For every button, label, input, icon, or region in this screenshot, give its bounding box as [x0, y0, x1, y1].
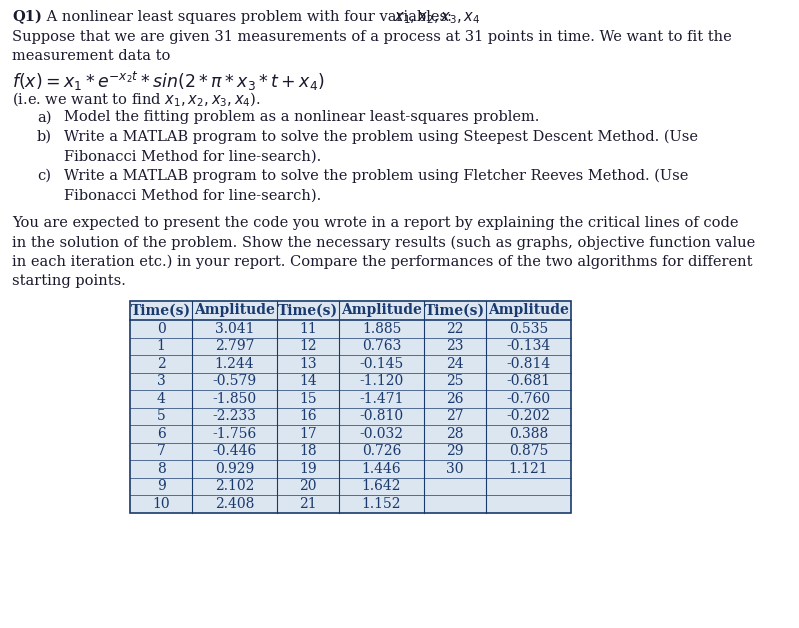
Text: 1.152: 1.152	[362, 497, 401, 511]
Text: 0.726: 0.726	[362, 444, 401, 458]
Text: 21: 21	[299, 497, 317, 511]
Text: Amplitude: Amplitude	[488, 303, 569, 317]
Text: -1.756: -1.756	[213, 427, 256, 441]
Text: -0.760: -0.760	[507, 392, 551, 406]
Text: -1.850: -1.850	[213, 392, 256, 406]
Text: in each iteration etc.) in your report. Compare the performances of the two algo: in each iteration etc.) in your report. …	[12, 255, 753, 269]
Text: -0.032: -0.032	[360, 427, 403, 441]
Text: Write a MATLAB program to solve the problem using Fletcher Reeves Method. (Use: Write a MATLAB program to solve the prob…	[64, 169, 689, 183]
Text: 2: 2	[157, 357, 165, 371]
Bar	[130, 301, 571, 512]
Text: -0.145: -0.145	[360, 357, 403, 371]
Text: -0.810: -0.810	[360, 409, 403, 423]
Text: 3: 3	[157, 374, 165, 388]
Text: 22: 22	[447, 322, 463, 336]
Text: (i.e. we want to find $x_1, x_2, x_3, x_4$).: (i.e. we want to find $x_1, x_2, x_3, x_…	[12, 91, 260, 109]
Text: Time(s): Time(s)	[425, 303, 485, 317]
Text: 2.797: 2.797	[215, 339, 254, 354]
Text: 0: 0	[157, 322, 165, 336]
Text: $f(x) = x_1 * e^{-x_2 t} * sin(2 * \pi * x_3 * t + x_4)$: $f(x) = x_1 * e^{-x_2 t} * sin(2 * \pi *…	[12, 70, 324, 92]
Text: 30: 30	[447, 462, 463, 476]
Text: -0.681: -0.681	[507, 374, 551, 388]
Text: Fibonacci Method for line-search).: Fibonacci Method for line-search).	[64, 149, 321, 163]
Text: 20: 20	[300, 479, 316, 494]
Text: 1.121: 1.121	[509, 462, 548, 476]
Text: 25: 25	[447, 374, 463, 388]
Text: 0.763: 0.763	[362, 339, 401, 354]
Text: -2.233: -2.233	[213, 409, 256, 423]
Text: Amplitude: Amplitude	[341, 303, 422, 317]
Text: 8: 8	[157, 462, 165, 476]
Text: 5: 5	[157, 409, 165, 423]
Text: 1.446: 1.446	[362, 462, 401, 476]
Text: 13: 13	[299, 357, 317, 371]
Text: 2.408: 2.408	[215, 497, 254, 511]
Text: Write a MATLAB program to solve the problem using Steepest Descent Method. (Use: Write a MATLAB program to solve the prob…	[64, 130, 698, 144]
Text: in the solution of the problem. Show the necessary results (such as graphs, obje: in the solution of the problem. Show the…	[12, 236, 755, 249]
Text: 15: 15	[299, 392, 317, 406]
Text: Amplitude: Amplitude	[194, 303, 275, 317]
Text: -1.471: -1.471	[360, 392, 403, 406]
Text: -0.814: -0.814	[507, 357, 551, 371]
Text: 0.875: 0.875	[509, 444, 548, 458]
Text: Q1): Q1)	[12, 10, 42, 24]
Text: A nonlinear least squares problem with four variables:: A nonlinear least squares problem with f…	[42, 10, 456, 24]
Text: 1.642: 1.642	[362, 479, 401, 494]
Text: 24: 24	[446, 357, 463, 371]
Text: 19: 19	[299, 462, 317, 476]
Text: 29: 29	[447, 444, 463, 458]
Text: starting points.: starting points.	[12, 274, 126, 288]
Text: c): c)	[37, 169, 51, 183]
Text: 9: 9	[157, 479, 165, 494]
Text: 10: 10	[152, 497, 170, 511]
Text: 17: 17	[299, 427, 317, 441]
Text: 1: 1	[157, 339, 165, 354]
Text: Time(s): Time(s)	[278, 303, 338, 317]
Text: 7: 7	[157, 444, 165, 458]
Text: Time(s): Time(s)	[131, 303, 191, 317]
Text: -0.446: -0.446	[213, 444, 256, 458]
Text: 6: 6	[157, 427, 165, 441]
Text: measurement data to: measurement data to	[12, 49, 170, 63]
Text: 0.388: 0.388	[509, 427, 548, 441]
Text: 0.929: 0.929	[215, 462, 254, 476]
Text: 1.244: 1.244	[215, 357, 254, 371]
Text: 1.885: 1.885	[362, 322, 401, 336]
Text: -0.579: -0.579	[213, 374, 256, 388]
Text: 2.102: 2.102	[215, 479, 254, 494]
Text: -1.120: -1.120	[360, 374, 403, 388]
Text: 14: 14	[299, 374, 317, 388]
Text: 16: 16	[299, 409, 317, 423]
Bar	[130, 301, 571, 512]
Text: a): a)	[37, 111, 51, 124]
Text: 27: 27	[446, 409, 463, 423]
Text: Model the fitting problem as a nonlinear least-squares problem.: Model the fitting problem as a nonlinear…	[64, 111, 539, 124]
Text: 18: 18	[299, 444, 317, 458]
Text: 4: 4	[157, 392, 165, 406]
Text: b): b)	[37, 130, 52, 144]
Text: You are expected to present the code you wrote in a report by explaining the cri: You are expected to present the code you…	[12, 216, 738, 230]
Text: -0.134: -0.134	[507, 339, 551, 354]
Text: 26: 26	[447, 392, 463, 406]
Text: 11: 11	[299, 322, 317, 336]
Text: Fibonacci Method for line-search).: Fibonacci Method for line-search).	[64, 188, 321, 202]
Text: Suppose that we are given 31 measurements of a process at 31 points in time. We : Suppose that we are given 31 measurement…	[12, 30, 732, 43]
Text: 28: 28	[447, 427, 463, 441]
Text: 12: 12	[299, 339, 317, 354]
Text: -0.202: -0.202	[507, 409, 551, 423]
Text: 23: 23	[447, 339, 463, 354]
Text: 3.041: 3.041	[215, 322, 254, 336]
Text: $x_1, x_2, x_3, x_4$: $x_1, x_2, x_3, x_4$	[394, 10, 480, 26]
Text: 0.535: 0.535	[509, 322, 548, 336]
